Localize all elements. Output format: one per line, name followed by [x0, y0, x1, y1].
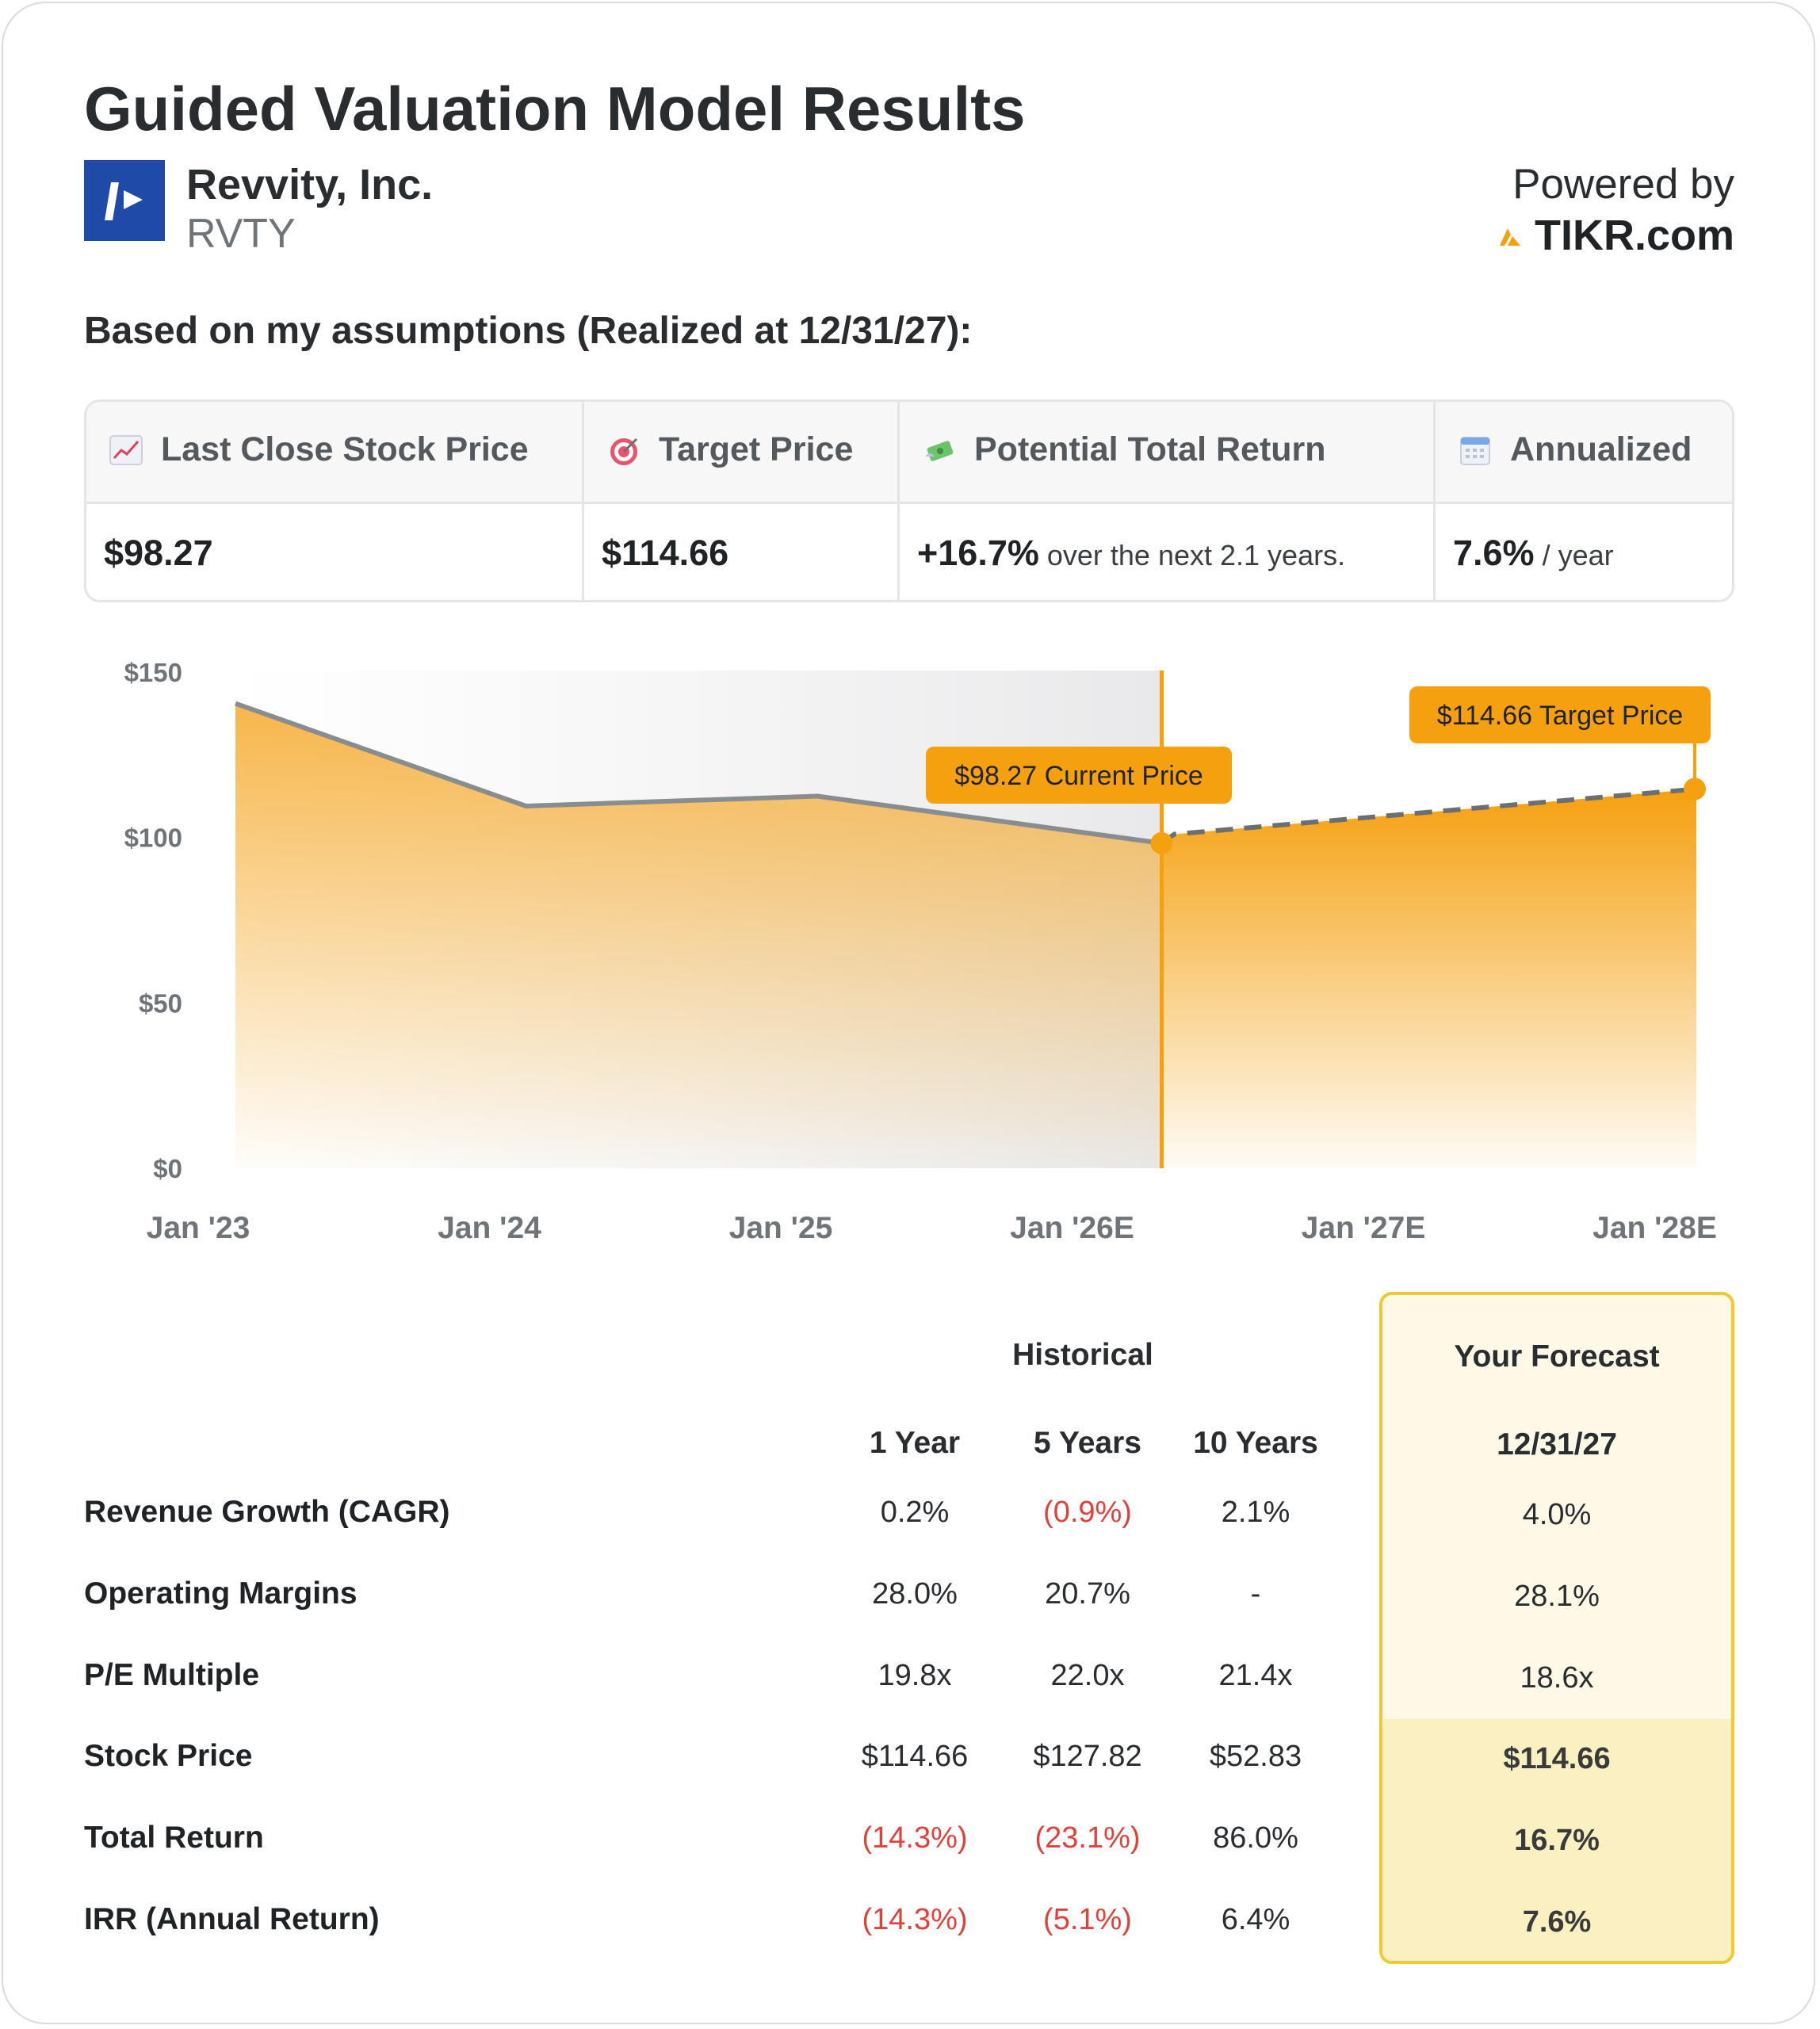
column-1-year: 1 Year	[869, 1426, 961, 1460]
y-tick-label: $50	[139, 988, 182, 1018]
x-tick-label: Jan '27E	[1302, 1211, 1426, 1245]
y-tick-label: $150	[124, 658, 182, 687]
target-price-callout-text: $114.66 Target Price	[1437, 701, 1684, 731]
x-tick-label: Jan '24	[438, 1211, 541, 1245]
table-cell: 2.1%	[1221, 1496, 1290, 1529]
brand-name: TIKR.com	[1534, 212, 1734, 259]
forecast-cell: 4.0%	[1522, 1498, 1592, 1531]
target-icon	[610, 438, 638, 465]
tikr-logo-icon	[1499, 228, 1520, 246]
chart-increasing-icon	[109, 434, 143, 465]
table-cell: $52.83	[1209, 1740, 1302, 1773]
stat-value: $98.27	[104, 533, 213, 573]
forecast-area	[1161, 789, 1696, 1168]
stat-total-return: Potential Total Return +16.7% over the ne…	[900, 402, 1436, 600]
forecast-cell: 18.6x	[1520, 1661, 1594, 1695]
x-tick-label: Jan '26E	[1010, 1211, 1134, 1245]
x-tick-label: Jan '28E	[1592, 1211, 1717, 1245]
stat-last-close: Last Close Stock Price $98.27	[86, 402, 584, 600]
table-cell: $127.82	[1033, 1740, 1142, 1773]
column-10-years: 10 Years	[1193, 1426, 1318, 1460]
current-price-callout-text: $98.27 Current Price	[954, 761, 1203, 791]
table-cell: 28.0%	[872, 1577, 958, 1611]
page-title: Guided Valuation Model Results	[84, 74, 1026, 143]
table-cell: $114.66	[861, 1740, 969, 1773]
stats-header-row	[86, 402, 1732, 504]
table-cell: (14.3%)	[862, 1821, 968, 1855]
forecast-results-shade	[1382, 1719, 1731, 1961]
table-cell: (23.1%)	[1034, 1821, 1141, 1855]
revvity-logo-icon	[105, 182, 143, 220]
row-label: P/E Multiple	[84, 1658, 260, 1692]
y-tick-label: $100	[124, 823, 182, 853]
table-cell: 86.0%	[1213, 1821, 1298, 1855]
table-cell: 20.7%	[1045, 1577, 1130, 1611]
forecast-column-box	[1379, 1292, 1734, 1964]
stat-value: +16.7% over the next 2.1 years.	[917, 533, 1346, 573]
forecast-header: Your Forecast	[1454, 1339, 1660, 1374]
assumptions-heading: Based on my assumptions (Realized at 12/…	[84, 310, 973, 352]
stat-suffix: / year	[1542, 539, 1614, 571]
stat-target-price: Target Price $114.66	[584, 402, 900, 600]
stat-label: Last Close Stock Price	[109, 430, 529, 469]
forecast-cell: 16.7%	[1514, 1824, 1600, 1857]
forecast-cell: $114.66	[1503, 1742, 1611, 1775]
row-label: Total Return	[84, 1821, 264, 1855]
summary-stats: Last Close Stock Price $98.27 Target Pri…	[84, 399, 1734, 602]
historical-line	[235, 701, 1162, 846]
x-tick-label: Jan '25	[729, 1211, 833, 1245]
company-name: Revvity, Inc.	[186, 161, 434, 208]
target-price-callout-marker	[1684, 778, 1706, 801]
row-label: IRR (Annual Return)	[84, 1902, 380, 1936]
row-label: Operating Margins	[84, 1576, 358, 1611]
historical-area	[235, 703, 1162, 1168]
company-ticker: RVTY	[186, 211, 296, 257]
table-cell: (5.1%)	[1043, 1903, 1132, 1936]
table-cell: 22.0x	[1050, 1659, 1125, 1692]
target-price-callout: $114.66 Target Price	[1409, 686, 1711, 801]
x-tick-label: Jan '23	[147, 1211, 250, 1245]
powered-by-label: Powered by	[1512, 161, 1734, 208]
stat-label: Annualized	[1458, 430, 1692, 469]
stat-annualized: Annualized 7.6% / year	[1436, 402, 1732, 600]
table-cell: 19.8x	[878, 1659, 952, 1692]
row-label: Revenue Growth (CAGR)	[84, 1495, 450, 1529]
brand-link[interactable]: TIKR.com	[1497, 211, 1734, 260]
forecast-cell: 7.6%	[1522, 1905, 1592, 1939]
column-forecast-date: 12/31/27	[1497, 1427, 1617, 1462]
table-cell: (0.9%)	[1043, 1496, 1132, 1529]
table-cell: 21.4x	[1218, 1659, 1293, 1692]
money-wings-icon	[925, 440, 954, 461]
current-price-callout: $98.27 Current Price	[926, 747, 1232, 854]
company-logo	[84, 160, 165, 241]
table-cell: 0.2%	[880, 1496, 950, 1529]
row-label: Stock Price	[84, 1739, 253, 1773]
stat-label: Potential Total Return	[922, 430, 1326, 469]
column-5-years: 5 Years	[1034, 1426, 1141, 1460]
table-cell: (14.3%)	[862, 1903, 968, 1936]
price-chart: $0 $50 $100 $150 Jan '23 Jan '24 Jan '25 Jan '…	[124, 658, 1717, 1245]
y-tick-label: $0	[153, 1154, 182, 1183]
calendar-icon	[1460, 436, 1490, 465]
table-cell: 6.4%	[1221, 1903, 1290, 1936]
stat-label: Target Price	[606, 430, 853, 469]
stat-value: $114.66	[602, 533, 729, 573]
forecast-cell: 28.1%	[1514, 1580, 1600, 1613]
historical-header: Historical	[1012, 1338, 1153, 1372]
current-price-callout-marker	[1150, 831, 1173, 854]
stat-suffix: over the next 2.1 years.	[1046, 539, 1346, 571]
stat-value: 7.6% / year	[1453, 533, 1614, 573]
table-cell: -	[1250, 1577, 1261, 1611]
